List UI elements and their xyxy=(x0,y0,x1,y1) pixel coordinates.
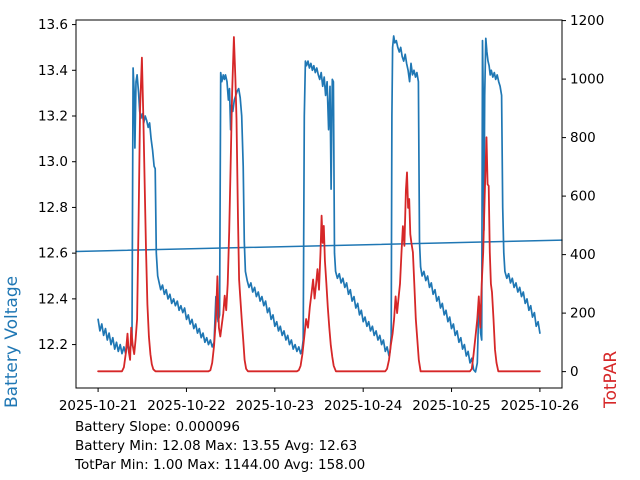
left-tick-label: 12.8 xyxy=(38,200,68,216)
right-tick-label: 200 xyxy=(570,306,596,322)
x-tick-label: 2025-10-23 xyxy=(236,398,314,414)
plot-border xyxy=(75,19,563,389)
battery-minmax-text: Battery Min: 12.08 Max: 13.55 Avg: 12.63 xyxy=(75,438,358,454)
right-axis-label: TotPAR xyxy=(601,350,621,408)
left-tick-label: 12.2 xyxy=(38,337,68,353)
x-tick-label: 2025-10-22 xyxy=(147,398,225,414)
x-tick-label: 2025-10-25 xyxy=(412,398,490,414)
right-tick-label: 600 xyxy=(570,189,596,205)
left-tick-label: 12.4 xyxy=(38,291,68,307)
battery-slope-text: Battery Slope: 0.000096 xyxy=(75,419,240,435)
left-tick-label: 13.0 xyxy=(38,154,68,170)
x-tick-label: 2025-10-21 xyxy=(59,398,137,414)
left-tick-label: 13.4 xyxy=(38,63,68,79)
right-tick-label: 1000 xyxy=(570,72,604,88)
x-tick-label: 2025-10-26 xyxy=(501,398,579,414)
right-tick-label: 0 xyxy=(570,364,579,380)
left-tick-label: 13.6 xyxy=(38,17,68,33)
battery-voltage-line xyxy=(97,35,541,373)
x-tick-label: 2025-10-24 xyxy=(324,398,402,414)
right-tick-label: 800 xyxy=(570,130,596,146)
battery-trend-line xyxy=(75,239,563,253)
left-tick-label: 13.2 xyxy=(38,109,68,125)
totpar-minmax-text: TotPar Min: 1.00 Max: 1144.00 Avg: 158.0… xyxy=(75,457,366,473)
right-tick-label: 1200 xyxy=(570,13,604,29)
left-axis-label: Battery Voltage xyxy=(2,275,22,408)
right-tick-label: 400 xyxy=(570,247,596,263)
left-tick-label: 12.6 xyxy=(38,246,68,262)
stats-annotation: Battery Slope: 0.000096 Battery Min: 12.… xyxy=(75,418,365,475)
totpar-line xyxy=(97,36,541,373)
